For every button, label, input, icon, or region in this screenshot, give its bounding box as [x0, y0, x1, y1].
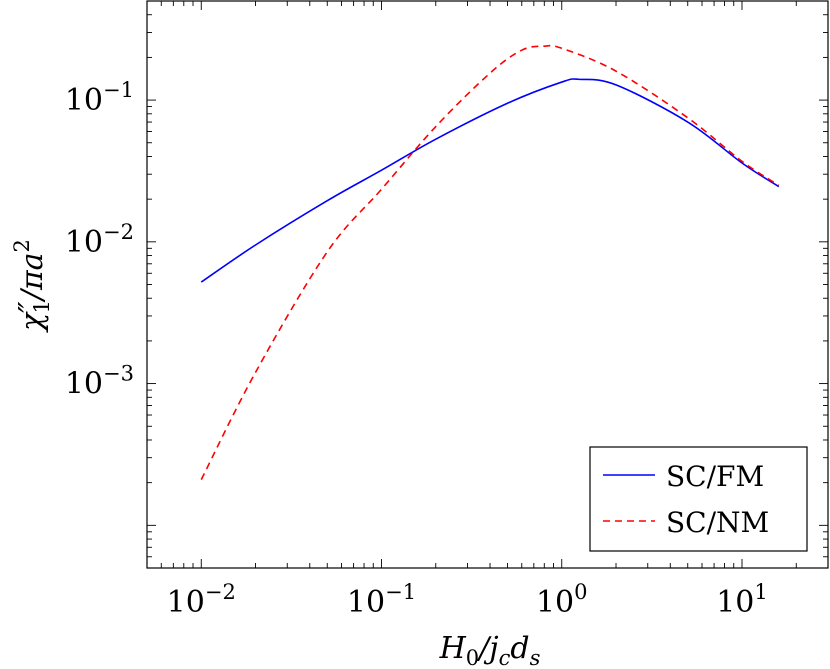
- y-tick-label: 10−3: [65, 362, 134, 402]
- y-axis-label: χ″1/πa2: [10, 239, 54, 333]
- y-tick-label: 10−1: [65, 78, 134, 118]
- legend-box: [589, 446, 808, 552]
- series-line-sc-fm: [200, 78, 780, 283]
- y-tick-label: 10−2: [65, 220, 134, 260]
- x-axis-label: H0/jcds: [439, 631, 541, 669]
- tick-labels: 10−2 10−1 100 101 10−3 10−2 10−1: [65, 78, 768, 620]
- legend-label-sc-nm: SC/NM: [666, 506, 769, 539]
- major-ticks: [147, 1, 828, 568]
- x-tick-label: 10−1: [347, 580, 416, 620]
- legend: SC/FM SC/NM: [589, 446, 808, 552]
- series-layer: [200, 44, 780, 481]
- legend-label-sc-fm: SC/FM: [666, 460, 764, 493]
- x-tick-label: 100: [536, 580, 588, 620]
- plot-frame: [146, 0, 829, 569]
- x-tick-label: 101: [716, 580, 768, 620]
- series-line-sc-nm: [200, 44, 780, 481]
- x-tick-label: 10−2: [167, 580, 236, 620]
